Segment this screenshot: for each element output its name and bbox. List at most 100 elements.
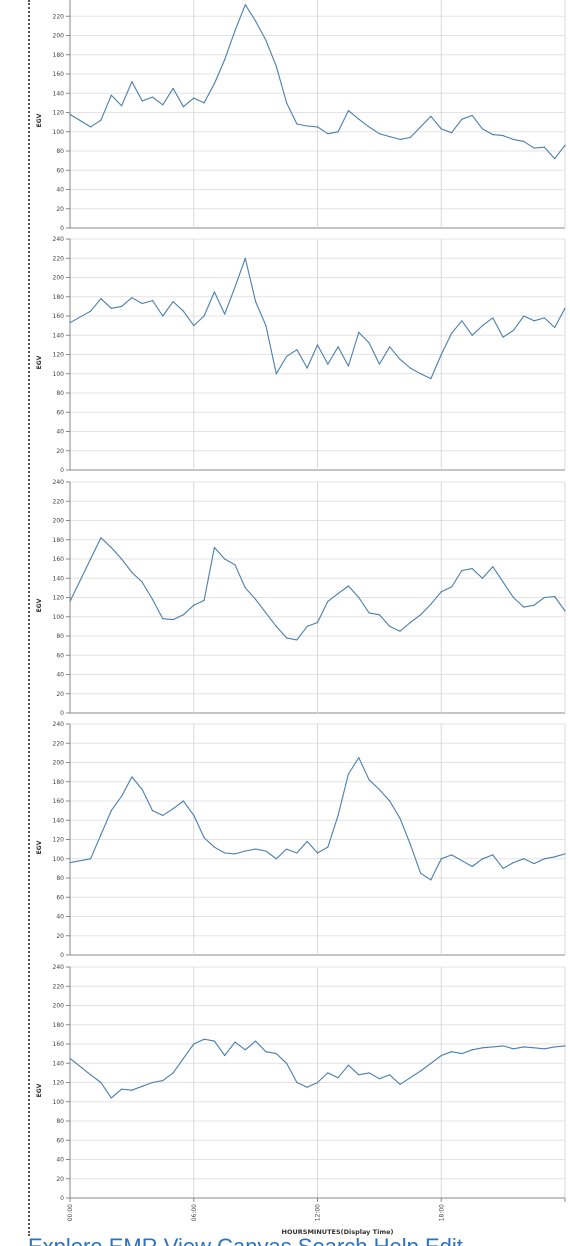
egv-data-point — [162, 814, 164, 817]
egv-data-point — [100, 298, 102, 300]
egv-data-point — [316, 1081, 319, 1084]
egv-data-point — [368, 1072, 370, 1074]
egv-data-point — [120, 795, 123, 797]
footer-link-strip[interactable]: Explore EMR View Canvas Search Help Edit — [28, 1236, 548, 1246]
y-tick-label: 220 — [53, 13, 65, 20]
egv-data-point — [162, 104, 164, 106]
egv-data-point — [203, 1038, 205, 1040]
y-tick-label: 140 — [53, 90, 65, 97]
egv-data-point — [554, 856, 556, 858]
y-tick-label: 220 — [53, 255, 65, 262]
egv-data-point — [430, 1062, 432, 1064]
egv-data-point — [255, 300, 257, 303]
y-tick-label: 160 — [53, 556, 65, 563]
y-tick-label: 140 — [53, 817, 65, 824]
egv-data-point — [182, 1057, 185, 1060]
y-tick-label: 240 — [53, 721, 65, 728]
y-tick-label: 240 — [53, 964, 65, 971]
egv-data-point — [347, 773, 350, 775]
egv-data-point — [275, 1053, 277, 1055]
egv-data-point — [327, 1072, 329, 1074]
egv-data-point — [481, 1047, 484, 1049]
egv-data-point — [244, 1049, 246, 1051]
y-tick-label: 40 — [56, 187, 64, 194]
y-tick-label: 120 — [53, 352, 65, 359]
y-tick-label: 160 — [53, 71, 65, 78]
egv-data-point — [131, 571, 133, 574]
egv-data-point — [533, 604, 535, 606]
y-tick-label: 0 — [60, 467, 64, 474]
egv-data-point — [420, 614, 422, 616]
egv-data-point — [512, 329, 515, 332]
y-tick-label: 20 — [56, 448, 64, 455]
egv-data-point — [69, 600, 71, 602]
y-tick-label: 160 — [53, 313, 65, 320]
y-tick-label: 80 — [56, 1118, 64, 1125]
egv-data-point — [502, 135, 504, 137]
y-tick-label: 200 — [53, 1003, 65, 1010]
egv-data-point — [409, 1077, 411, 1079]
egv-data-point — [481, 577, 484, 579]
egv-data-point — [285, 637, 288, 639]
y-tick-label: 140 — [53, 575, 65, 582]
egv-data-point — [151, 300, 154, 302]
egv-data-point — [389, 135, 391, 138]
egv-data-point — [554, 595, 556, 598]
egv-data-point — [471, 114, 473, 116]
egv-data-point — [337, 593, 339, 595]
egv-data-point — [358, 331, 360, 333]
y-tick-label: 100 — [53, 856, 65, 863]
egv-data-point — [420, 126, 422, 128]
egv-data-point — [244, 850, 246, 852]
egv-data-point — [430, 603, 432, 605]
egv-data-point — [172, 619, 174, 621]
y-tick-label: 180 — [53, 294, 65, 301]
egv-data-point — [182, 800, 185, 802]
egv-data-point — [378, 788, 380, 791]
egv-data-point — [172, 808, 174, 810]
egv-data-point — [275, 373, 277, 375]
egv-data-point — [450, 132, 453, 134]
y-tick-label: 140 — [53, 332, 65, 339]
egv-data-point — [358, 757, 360, 759]
egv-data-point — [409, 621, 411, 624]
x-tick-label: 12:00 — [315, 1204, 322, 1221]
egv-data-point — [244, 257, 246, 259]
egv-data-point — [120, 105, 123, 107]
egv-data-point — [296, 639, 298, 641]
egv-data-point — [543, 146, 545, 148]
egv-data-point — [193, 325, 195, 327]
egv-data-point — [440, 353, 442, 356]
egv-data-point — [131, 297, 133, 299]
egv-data-point — [285, 848, 288, 850]
egv-data-point — [430, 377, 432, 380]
egv-data-point — [224, 313, 226, 315]
egv-data-point — [512, 596, 515, 599]
egv-data-point — [347, 365, 350, 367]
y-tick-label: 220 — [53, 740, 65, 747]
egv-data-point — [213, 1040, 215, 1042]
egv-data-point — [337, 1077, 339, 1079]
y-tick-label: 180 — [53, 779, 65, 786]
egv-data-point — [481, 128, 484, 130]
egv-data-point — [389, 800, 391, 802]
egv-data-point — [492, 317, 494, 319]
y-tick-label: 200 — [53, 275, 65, 282]
egv-data-point — [110, 546, 112, 549]
footer-link-text[interactable]: Explore EMR View Canvas Search Help Edit — [28, 1236, 548, 1246]
y-axis-label: EGV — [36, 598, 43, 612]
egv-data-point — [533, 862, 535, 865]
egv-data-point — [90, 1074, 92, 1076]
y-tick-label: 180 — [53, 1022, 65, 1029]
egv-data-point — [244, 4, 246, 6]
egv-data-point — [151, 1081, 154, 1084]
egv-data-point — [131, 1089, 133, 1091]
egv-data-point — [337, 346, 339, 348]
egv-data-point — [172, 300, 174, 303]
y-tick-label: 0 — [60, 952, 64, 959]
egv-data-point — [213, 546, 215, 549]
y-tick-label: 200 — [53, 760, 65, 767]
page-left-dotted-border — [28, 0, 30, 1236]
egv-data-point — [234, 564, 236, 566]
